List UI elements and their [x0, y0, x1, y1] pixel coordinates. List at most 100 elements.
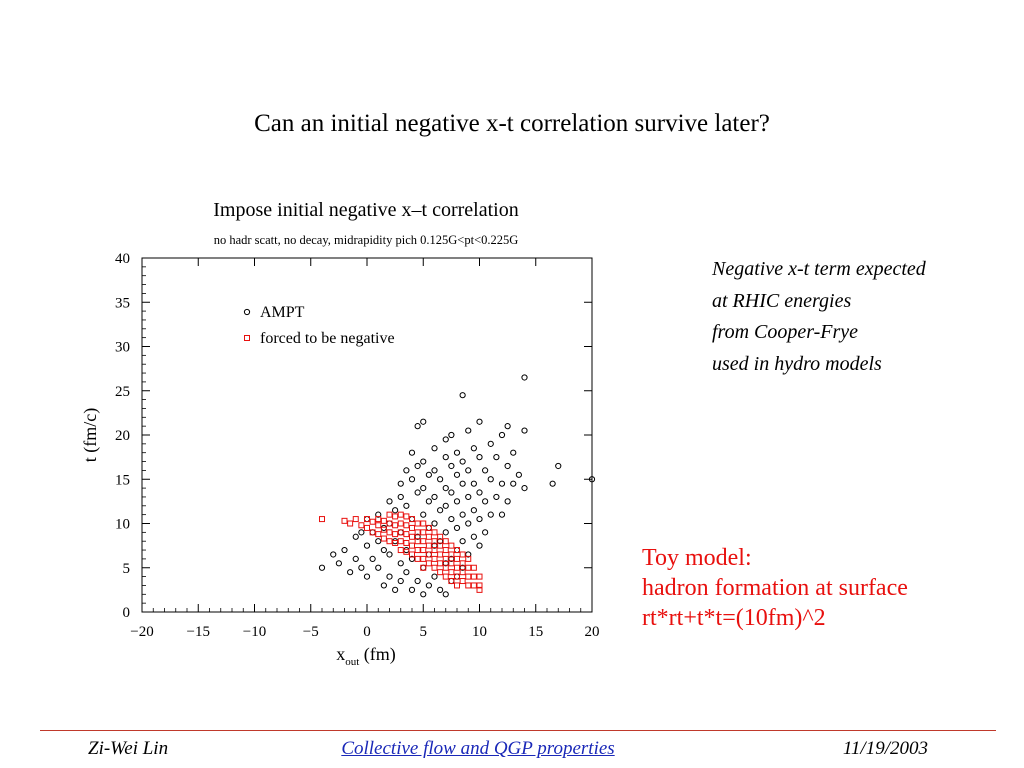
- forced-negative-point: [403, 513, 410, 520]
- forced-negative-point: [431, 529, 438, 536]
- x-tick-label: −20: [130, 624, 153, 640]
- ampt-point: [482, 498, 489, 505]
- forced-negative-point: [414, 520, 421, 527]
- ampt-point: [459, 458, 466, 465]
- forced-negative-point: [403, 548, 410, 555]
- y-tick-label: 25: [115, 384, 130, 400]
- slide-title: Can an initial negative x-t correlation …: [254, 110, 770, 137]
- forced-negative-point: [397, 511, 404, 518]
- ampt-point: [453, 573, 461, 580]
- ampt-point: [431, 493, 438, 501]
- y-tick-label: 35: [115, 295, 130, 311]
- ampt-point: [403, 467, 410, 474]
- ampt-point: [442, 454, 449, 461]
- ampt-point: [392, 586, 399, 593]
- forced-negative-point: [448, 578, 455, 585]
- ampt-point: [437, 586, 444, 593]
- forced-negative-point: [437, 551, 444, 558]
- y-tick-label: 20: [115, 428, 130, 444]
- chart-subtitle: no hadr scatt, no decay, midrapidity pic…: [214, 233, 519, 247]
- x-tick-label: −15: [187, 624, 210, 640]
- x-tick-label: 20: [585, 624, 600, 640]
- forced-negative-point: [392, 522, 399, 529]
- forced-negative-point: [375, 522, 382, 529]
- forced-negative-point: [431, 547, 438, 554]
- legend-label-ampt: AMPT: [260, 304, 305, 321]
- forced-negative-point: [425, 524, 432, 531]
- forced-negative-point: [459, 551, 466, 558]
- forced-negative-point: [465, 555, 472, 562]
- forced-negative-point: [454, 555, 460, 562]
- x-axis-label-unit: (fm): [359, 644, 395, 665]
- forced-negative-point: [375, 531, 382, 538]
- ampt-point: [459, 392, 466, 399]
- ampt-point: [465, 493, 472, 501]
- ampt-point: [504, 462, 511, 470]
- ampt-point: [347, 569, 354, 576]
- forced-negative-point: [375, 516, 382, 523]
- ampt-point: [442, 485, 449, 492]
- ampt-point: [425, 471, 432, 478]
- x-tick-label: 15: [528, 624, 543, 640]
- forced-negative-point: [437, 533, 444, 540]
- ampt-point: [555, 462, 562, 470]
- y-tick-label: 30: [115, 340, 130, 356]
- forced-negative-point: [431, 555, 438, 562]
- ampt-point: [363, 515, 371, 523]
- ampt-point: [465, 427, 472, 434]
- ampt-point: [358, 529, 365, 536]
- ampt-point: [431, 573, 438, 580]
- ampt-point: [414, 423, 421, 430]
- ampt-point: [397, 560, 404, 567]
- ampt-point: [437, 538, 444, 545]
- forced-negative-point: [341, 517, 348, 524]
- ampt-point: [487, 440, 494, 447]
- ampt-point: [420, 485, 427, 492]
- forced-negative-point: [358, 522, 365, 529]
- x-tick-label: −5: [303, 624, 319, 640]
- ampt-point: [386, 520, 393, 527]
- note-line: Negative x-t term expected: [712, 258, 926, 280]
- forced-negative-point: [380, 526, 387, 533]
- ampt-point: [453, 524, 461, 532]
- x-tick-label: 10: [472, 624, 487, 640]
- ampt-point: [476, 515, 483, 523]
- ampt-point: [386, 498, 393, 505]
- ampt-point: [375, 538, 382, 545]
- footer-date: 11/19/2003: [842, 738, 928, 759]
- forced-negative-point: [459, 569, 466, 576]
- ampt-point: [397, 577, 404, 585]
- footer-talk-title[interactable]: Collective flow and QGP properties: [341, 738, 615, 759]
- forced-negative-point: [397, 538, 404, 545]
- ampt-point: [442, 436, 449, 443]
- forced-negative-point: [397, 547, 404, 554]
- forced-negative-point: [465, 573, 472, 580]
- forced-negative-point: [369, 529, 376, 536]
- note-line: at RHIC energies: [712, 289, 852, 312]
- ampt-point: [453, 471, 461, 478]
- ampt-point: [335, 560, 342, 567]
- forced-negative-point: [470, 582, 477, 589]
- ampt-point: [504, 498, 511, 505]
- forced-negative-point: [425, 560, 432, 567]
- x-tick-label: 5: [420, 624, 428, 640]
- y-tick-label: 0: [123, 605, 131, 621]
- ampt-point: [453, 449, 461, 456]
- ampt-point: [476, 454, 483, 461]
- forced-negative-point: [437, 560, 444, 567]
- forced-negative-point: [448, 542, 455, 549]
- ampt-point: [318, 564, 326, 571]
- ampt-point: [498, 431, 506, 439]
- x-tick-label: 0: [363, 624, 371, 640]
- note-line: used in hydro models: [712, 352, 882, 375]
- ampt-point: [358, 564, 365, 571]
- forced-negative-point: [386, 538, 393, 545]
- forced-negative-point: [409, 524, 415, 531]
- forced-negative-point: [476, 586, 483, 593]
- ampt-point: [403, 569, 410, 576]
- ampt-point: [425, 498, 432, 505]
- ampt-point: [369, 555, 376, 562]
- ampt-point: [437, 507, 444, 514]
- ampt-point: [476, 542, 483, 549]
- forced-negative-point: [403, 531, 410, 538]
